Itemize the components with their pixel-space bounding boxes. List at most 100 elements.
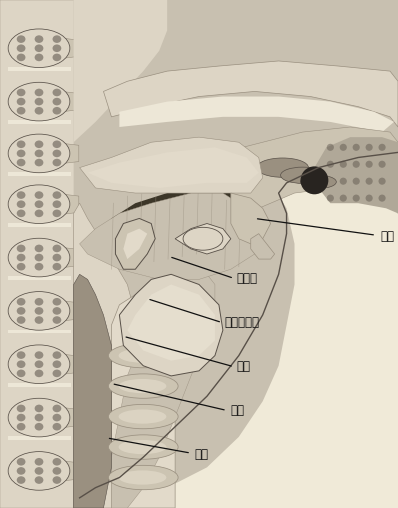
Ellipse shape — [53, 423, 61, 431]
Ellipse shape — [35, 244, 43, 252]
Ellipse shape — [17, 88, 25, 96]
Ellipse shape — [8, 134, 70, 173]
Ellipse shape — [53, 149, 61, 157]
Ellipse shape — [108, 465, 178, 490]
Polygon shape — [8, 330, 71, 333]
Ellipse shape — [17, 140, 25, 148]
Ellipse shape — [35, 140, 43, 148]
Polygon shape — [8, 383, 71, 387]
Polygon shape — [127, 284, 215, 361]
Ellipse shape — [53, 45, 61, 52]
Text: 후두: 후두 — [237, 360, 251, 373]
Polygon shape — [231, 193, 271, 244]
Ellipse shape — [17, 307, 25, 314]
Ellipse shape — [53, 263, 61, 270]
Ellipse shape — [17, 107, 25, 114]
Ellipse shape — [378, 161, 386, 168]
Ellipse shape — [365, 195, 373, 202]
Polygon shape — [62, 143, 79, 164]
Polygon shape — [119, 97, 394, 132]
Ellipse shape — [53, 361, 61, 368]
Ellipse shape — [35, 361, 43, 368]
Polygon shape — [191, 127, 398, 218]
Polygon shape — [0, 0, 78, 508]
Polygon shape — [119, 274, 223, 376]
Ellipse shape — [119, 348, 166, 363]
Ellipse shape — [17, 253, 25, 261]
Polygon shape — [115, 218, 155, 269]
Polygon shape — [0, 0, 78, 508]
Ellipse shape — [365, 161, 373, 168]
Ellipse shape — [378, 144, 386, 151]
Text: 후두개: 후두개 — [237, 272, 258, 285]
Text: 설골: 설골 — [380, 230, 394, 243]
Ellipse shape — [17, 352, 25, 359]
Ellipse shape — [17, 36, 25, 43]
Ellipse shape — [353, 195, 360, 202]
Ellipse shape — [17, 370, 25, 377]
Ellipse shape — [17, 159, 25, 167]
Ellipse shape — [53, 316, 61, 324]
Ellipse shape — [17, 477, 25, 484]
Ellipse shape — [53, 107, 61, 114]
Ellipse shape — [8, 452, 70, 490]
Ellipse shape — [35, 404, 43, 412]
Polygon shape — [8, 276, 71, 280]
Polygon shape — [62, 354, 79, 374]
Ellipse shape — [365, 144, 373, 151]
Ellipse shape — [108, 374, 178, 398]
Polygon shape — [62, 247, 79, 268]
Ellipse shape — [53, 298, 61, 305]
Ellipse shape — [17, 192, 25, 199]
Ellipse shape — [35, 253, 43, 261]
Ellipse shape — [53, 36, 61, 43]
Ellipse shape — [53, 477, 61, 484]
Ellipse shape — [281, 167, 324, 183]
Ellipse shape — [35, 298, 43, 305]
Polygon shape — [251, 234, 275, 259]
Polygon shape — [62, 194, 79, 214]
Polygon shape — [74, 274, 111, 508]
Ellipse shape — [353, 161, 360, 168]
Ellipse shape — [327, 161, 334, 168]
Ellipse shape — [53, 253, 61, 261]
Ellipse shape — [119, 440, 166, 454]
Ellipse shape — [378, 195, 386, 202]
Ellipse shape — [17, 263, 25, 270]
Ellipse shape — [53, 54, 61, 61]
Ellipse shape — [108, 435, 178, 459]
Polygon shape — [74, 203, 151, 508]
Ellipse shape — [17, 467, 25, 474]
Text: 식도: 식도 — [194, 448, 208, 461]
Ellipse shape — [327, 144, 334, 151]
Ellipse shape — [8, 345, 70, 384]
Ellipse shape — [119, 470, 166, 485]
Ellipse shape — [339, 161, 347, 168]
Ellipse shape — [35, 458, 43, 465]
Polygon shape — [62, 407, 79, 428]
Text: 갑상선연골: 갑상선연골 — [225, 316, 260, 329]
Polygon shape — [8, 172, 71, 176]
Ellipse shape — [53, 458, 61, 465]
Ellipse shape — [17, 316, 25, 324]
Ellipse shape — [17, 361, 25, 368]
Polygon shape — [8, 436, 71, 440]
Ellipse shape — [35, 98, 43, 105]
Ellipse shape — [17, 201, 25, 208]
Polygon shape — [62, 38, 79, 58]
Ellipse shape — [35, 414, 43, 422]
Polygon shape — [62, 91, 79, 112]
Ellipse shape — [53, 192, 61, 199]
Ellipse shape — [35, 307, 43, 314]
Ellipse shape — [53, 414, 61, 422]
Ellipse shape — [35, 263, 43, 270]
Ellipse shape — [353, 178, 360, 185]
Polygon shape — [62, 301, 79, 321]
Ellipse shape — [35, 201, 43, 208]
Text: 기관: 기관 — [230, 404, 244, 417]
Ellipse shape — [35, 209, 43, 217]
Ellipse shape — [8, 82, 70, 121]
Polygon shape — [80, 193, 259, 279]
Polygon shape — [103, 188, 255, 264]
Ellipse shape — [17, 414, 25, 422]
